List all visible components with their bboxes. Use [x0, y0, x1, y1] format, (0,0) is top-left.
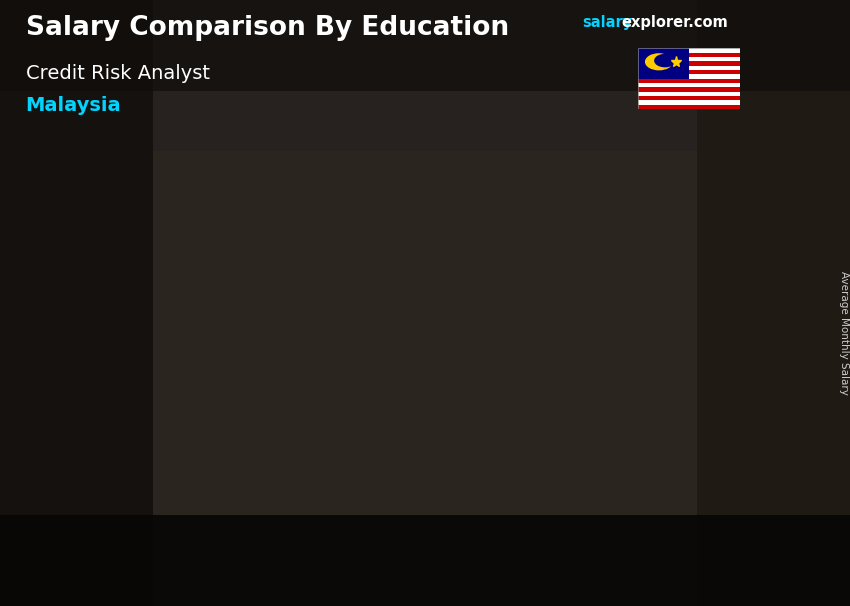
Bar — [153, 152, 697, 545]
Circle shape — [654, 55, 675, 67]
Bar — [0, 0, 850, 91]
Bar — [638, 48, 740, 53]
Bar — [638, 96, 740, 101]
Bar — [638, 53, 740, 57]
Bar — [638, 101, 740, 105]
Text: Bachelor’s Degree: Bachelor’s Degree — [149, 549, 321, 567]
Circle shape — [646, 54, 672, 70]
Polygon shape — [445, 290, 727, 298]
Bar — [638, 48, 688, 79]
Bar — [638, 87, 740, 92]
FancyArrowPatch shape — [362, 279, 430, 353]
Bar — [0, 0, 153, 606]
Bar — [0, 515, 850, 606]
Text: +58%: +58% — [331, 307, 439, 340]
Bar — [638, 75, 740, 79]
Text: Master’s Degree: Master’s Degree — [486, 549, 642, 567]
Text: explorer.com: explorer.com — [621, 15, 728, 30]
Bar — [638, 61, 740, 66]
Bar — [638, 66, 740, 70]
Text: Average Monthly Salary: Average Monthly Salary — [839, 271, 849, 395]
Text: 11,000 MYR: 11,000 MYR — [484, 266, 596, 284]
Text: Credit Risk Analyst: Credit Risk Analyst — [26, 64, 209, 82]
Polygon shape — [116, 384, 354, 533]
Polygon shape — [354, 376, 398, 533]
Bar — [638, 57, 740, 61]
Text: 6,960 MYR: 6,960 MYR — [162, 352, 261, 370]
Polygon shape — [116, 376, 398, 384]
Polygon shape — [683, 290, 727, 533]
Bar — [638, 105, 740, 109]
Bar — [638, 79, 740, 83]
Bar — [638, 70, 740, 75]
Bar — [638, 92, 740, 96]
Text: Malaysia: Malaysia — [26, 96, 121, 115]
Polygon shape — [445, 298, 683, 533]
Bar — [697, 0, 850, 606]
Text: salary: salary — [582, 15, 632, 30]
Text: Salary Comparison By Education: Salary Comparison By Education — [26, 15, 508, 41]
Bar — [638, 83, 740, 87]
